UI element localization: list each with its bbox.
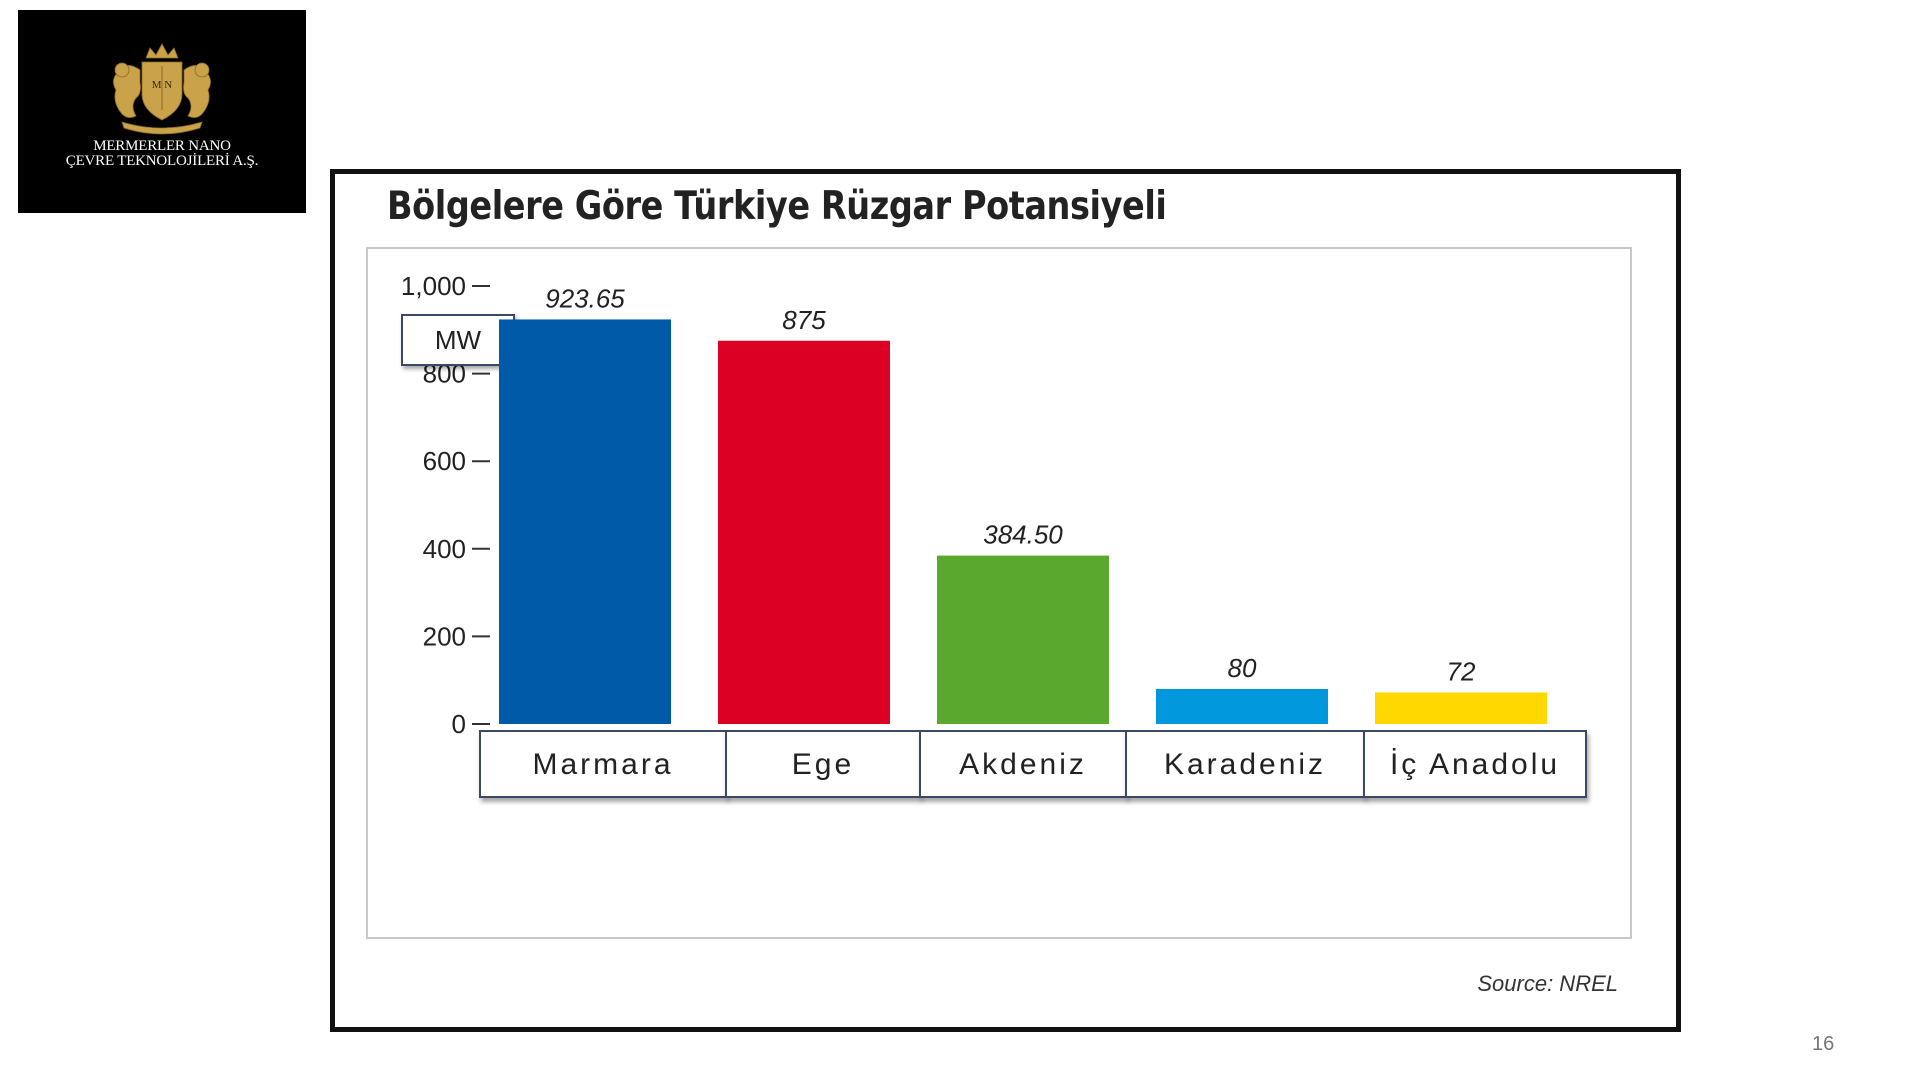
bar-4 [1156, 688, 1328, 724]
page-number: 16 [1812, 1033, 1835, 1055]
bar-2 [718, 340, 890, 724]
source-note: Source: NREL [1477, 971, 1618, 996]
value-label: 875 [782, 305, 826, 335]
y-tick-label: 400 [423, 534, 466, 564]
bar-3 [937, 555, 1109, 724]
chart-title: Bölgelere Göre Türkiye Rüzgar Potansiyel… [387, 184, 1167, 229]
x-tick-label: Ege [792, 748, 854, 781]
y-tick-label: 0 [452, 709, 466, 739]
category-box [479, 730, 727, 798]
y-tick-label: 200 [423, 621, 466, 651]
category-box [725, 730, 921, 798]
bar-1 [499, 319, 671, 724]
bar-5 [1375, 692, 1547, 724]
chart-frame: Bölgelere Göre Türkiye Rüzgar Potansiyel… [330, 169, 1681, 1032]
value-label: 923.65 [545, 283, 625, 313]
plot-panel: 0 200 400 600 800 1,000 MW 923.65 875 384.50 80 72 M… [366, 247, 1632, 939]
x-tick-label: Karadeniz [1164, 748, 1326, 781]
x-tick-label: Akdeniz [959, 748, 1087, 781]
logo-company-name-line1: MERMERLER NANO [93, 138, 231, 154]
value-label: 384.50 [983, 520, 1063, 550]
crest-icon: M N [113, 43, 211, 135]
category-box [1363, 730, 1587, 798]
y-axis-label: MW [435, 325, 482, 355]
logo-company-name-line2: ÇEVRE TEKNOLOJİLERİ A.Ş. [65, 153, 259, 169]
company-logo: M N MERMERLER NANO ÇEVRE TEKNOLOJİLERİ A… [18, 10, 306, 213]
x-tick-label: Marmara [532, 748, 673, 781]
category-box [919, 730, 1127, 798]
category-box [1125, 730, 1365, 798]
y-tick-label: 1,000 [401, 271, 466, 301]
logo-monogram: M N [152, 79, 173, 91]
value-label: 72 [1447, 656, 1476, 686]
value-label: 80 [1228, 653, 1257, 683]
x-tick-label: İç Anadolu [1390, 748, 1560, 781]
y-tick-label: 600 [423, 446, 466, 476]
